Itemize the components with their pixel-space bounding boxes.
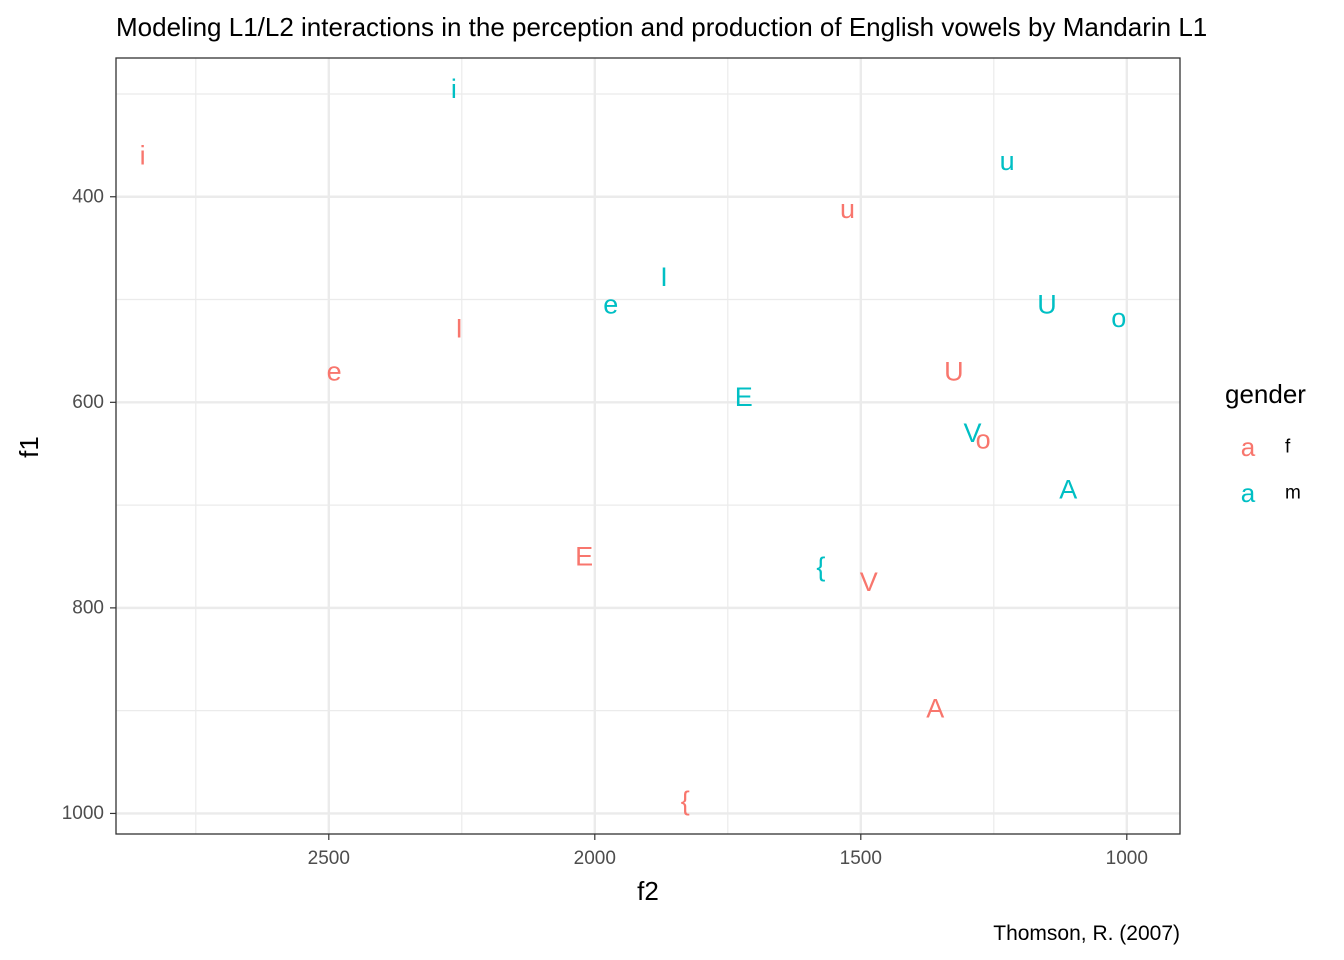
data-point-label: V (964, 418, 982, 448)
y-tick-label: 600 (72, 392, 104, 413)
data-point-label: I (455, 313, 463, 343)
legend-title: gender (1225, 379, 1306, 409)
x-tick-label: 2000 (574, 848, 616, 869)
chart-caption: Thomson, R. (2007) (993, 922, 1180, 945)
y-tick-label: 400 (72, 186, 104, 207)
y-tick-label: 1000 (62, 803, 104, 824)
panel-border (115, 57, 1181, 835)
data-point-label: e (603, 290, 618, 320)
x-tick-label: 1000 (1106, 848, 1148, 869)
data-point-label: V (860, 567, 878, 597)
data-point-label: U (1037, 290, 1057, 320)
chart-title: Modeling L1/L2 interactions in the perce… (116, 12, 1207, 42)
legend-label: m (1285, 483, 1301, 504)
data-point-label: A (926, 694, 944, 724)
y-axis: 400 600 800 1000 (62, 186, 116, 824)
legend-label: f (1285, 437, 1291, 458)
y-tick-label: 800 (72, 597, 104, 618)
data-point-label: e (327, 356, 342, 386)
data-point-label: o (1111, 303, 1126, 333)
data-point-label: E (575, 541, 593, 571)
data-point-label: E (735, 382, 753, 412)
data-point-label: i (451, 74, 457, 104)
data-point-label: { (816, 552, 825, 582)
x-tick-label: 2500 (308, 848, 350, 869)
data-point-label: o (976, 424, 991, 454)
grid-major (116, 58, 1180, 834)
data-point-label: I (660, 262, 668, 292)
data-point-label: i (140, 141, 146, 171)
data-point-label: { (681, 786, 690, 816)
y-axis-title: f1 (14, 436, 44, 458)
panel-background (116, 58, 1180, 834)
legend-key: a (1241, 478, 1256, 508)
data-point-label: U (944, 356, 964, 386)
x-axis-title: f2 (637, 876, 659, 906)
data-points: i e I E { u V A Uo i e I E { u V A U o (140, 74, 1127, 816)
data-point-label: u (840, 194, 855, 224)
legend-key: a (1241, 432, 1256, 462)
legend: gender a f a m (1225, 379, 1306, 508)
x-axis: 1000 1500 2000 2500 (308, 834, 1148, 869)
x-tick-label: 1500 (840, 848, 882, 869)
data-point-label: A (1059, 475, 1077, 505)
data-point-label: u (1000, 146, 1015, 176)
grid-minor (116, 58, 1180, 834)
plot-panel: i e I E { u V A Uo i e I E { u V A U o (115, 57, 1181, 835)
